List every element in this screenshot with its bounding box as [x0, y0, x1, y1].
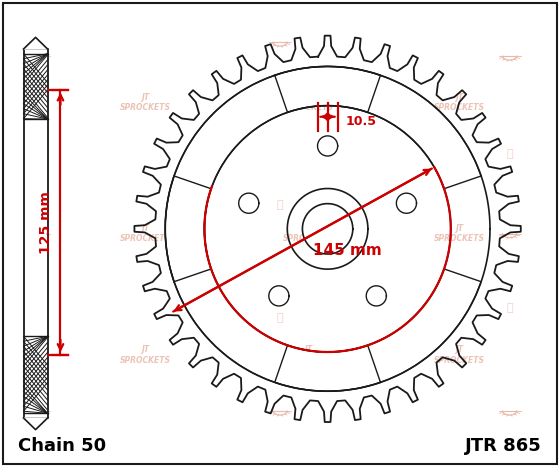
Text: 125 mm: 125 mm — [39, 191, 53, 254]
Text: JT
SPROCKETS: JT SPROCKETS — [282, 93, 334, 113]
Text: 乔: 乔 — [277, 312, 283, 323]
Text: JT
SPROCKETS: JT SPROCKETS — [433, 93, 485, 113]
Polygon shape — [24, 37, 48, 49]
Text: 10.5: 10.5 — [346, 115, 376, 128]
Text: 145 mm: 145 mm — [312, 242, 381, 258]
Polygon shape — [275, 345, 380, 391]
Polygon shape — [366, 286, 386, 306]
Text: Chain 50: Chain 50 — [18, 437, 106, 455]
Text: JT
SPROCKETS: JT SPROCKETS — [120, 345, 171, 365]
Polygon shape — [165, 176, 211, 282]
Polygon shape — [239, 193, 259, 213]
Text: 乔: 乔 — [277, 200, 283, 211]
Polygon shape — [24, 49, 48, 418]
Text: JT
SPROCKETS: JT SPROCKETS — [120, 93, 171, 113]
Text: 乔: 乔 — [506, 149, 513, 159]
Text: JT
SPROCKETS: JT SPROCKETS — [120, 224, 171, 243]
Text: JT
SPROCKETS: JT SPROCKETS — [433, 224, 485, 243]
Text: 乔: 乔 — [36, 303, 43, 313]
Polygon shape — [396, 193, 417, 213]
Text: JT
SPROCKETS: JT SPROCKETS — [433, 345, 485, 365]
Text: JTR 865: JTR 865 — [465, 437, 542, 455]
Polygon shape — [318, 136, 338, 156]
Text: JT
SPROCKETS: JT SPROCKETS — [282, 345, 334, 365]
Text: 乔: 乔 — [506, 303, 513, 313]
Polygon shape — [269, 286, 289, 306]
Text: JT
SPROCKETS: JT SPROCKETS — [282, 224, 334, 243]
Polygon shape — [275, 66, 380, 113]
Polygon shape — [302, 204, 353, 254]
Polygon shape — [24, 418, 48, 430]
Polygon shape — [165, 66, 481, 391]
Text: 乔: 乔 — [36, 149, 43, 159]
